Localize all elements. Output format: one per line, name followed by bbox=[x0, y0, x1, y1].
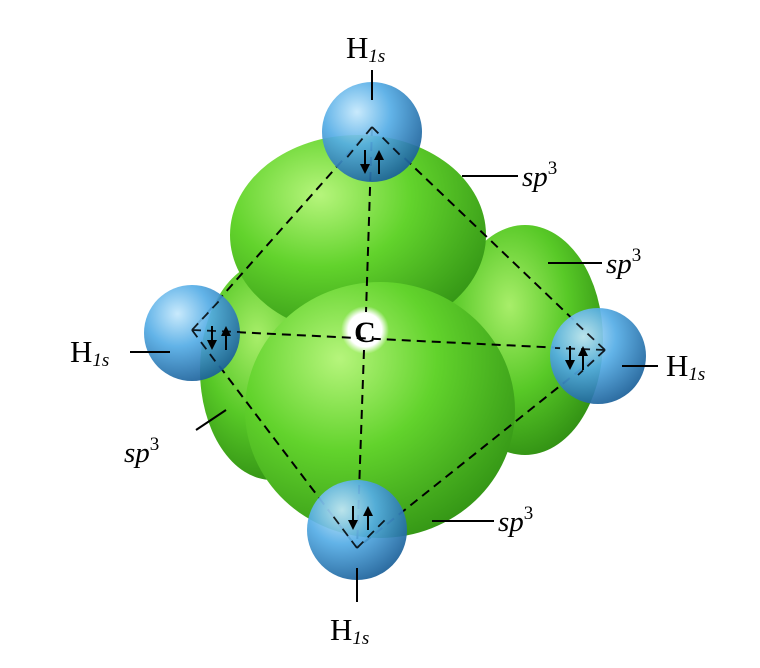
h1s-sphere-top bbox=[322, 82, 422, 182]
h1s-label-left: H1s bbox=[70, 334, 109, 371]
tetrahedron-edges-overlay bbox=[191, 126, 606, 549]
electron-pairs bbox=[207, 150, 588, 530]
h1s-label-bottom: H1s bbox=[330, 612, 369, 649]
leader-sp-left bbox=[195, 409, 227, 431]
h1s-label-right: H1s bbox=[666, 348, 705, 385]
sp3-lobe-top bbox=[230, 135, 486, 335]
sp3-label-bottom: sp3 bbox=[498, 503, 533, 538]
sp3-label-left: sp3 bbox=[124, 434, 159, 469]
hydrogen-spheres bbox=[144, 82, 646, 580]
sp3-label-top: sp3 bbox=[522, 158, 557, 193]
electron-pair-icon-right bbox=[565, 346, 588, 370]
electron-pair-icon-top bbox=[360, 150, 384, 174]
sp3-label-right: sp3 bbox=[606, 245, 641, 280]
carbon-nucleus bbox=[341, 306, 389, 354]
h1s-label-top: H1s bbox=[346, 30, 385, 67]
sp3-lobe-bottom bbox=[245, 282, 515, 538]
h1s-sphere-right bbox=[550, 308, 646, 404]
electron-pair-icon-bottom bbox=[348, 506, 373, 530]
h1s-sphere-bottom bbox=[307, 480, 407, 580]
carbon-label: C bbox=[354, 316, 376, 349]
electron-pair-icon-left bbox=[207, 326, 231, 350]
h1s-sphere-left bbox=[144, 285, 240, 381]
leader-lines bbox=[130, 70, 658, 602]
sp3-lobes bbox=[200, 135, 603, 538]
edge-top-right bbox=[371, 126, 606, 351]
edge-left-right bbox=[191, 329, 606, 351]
